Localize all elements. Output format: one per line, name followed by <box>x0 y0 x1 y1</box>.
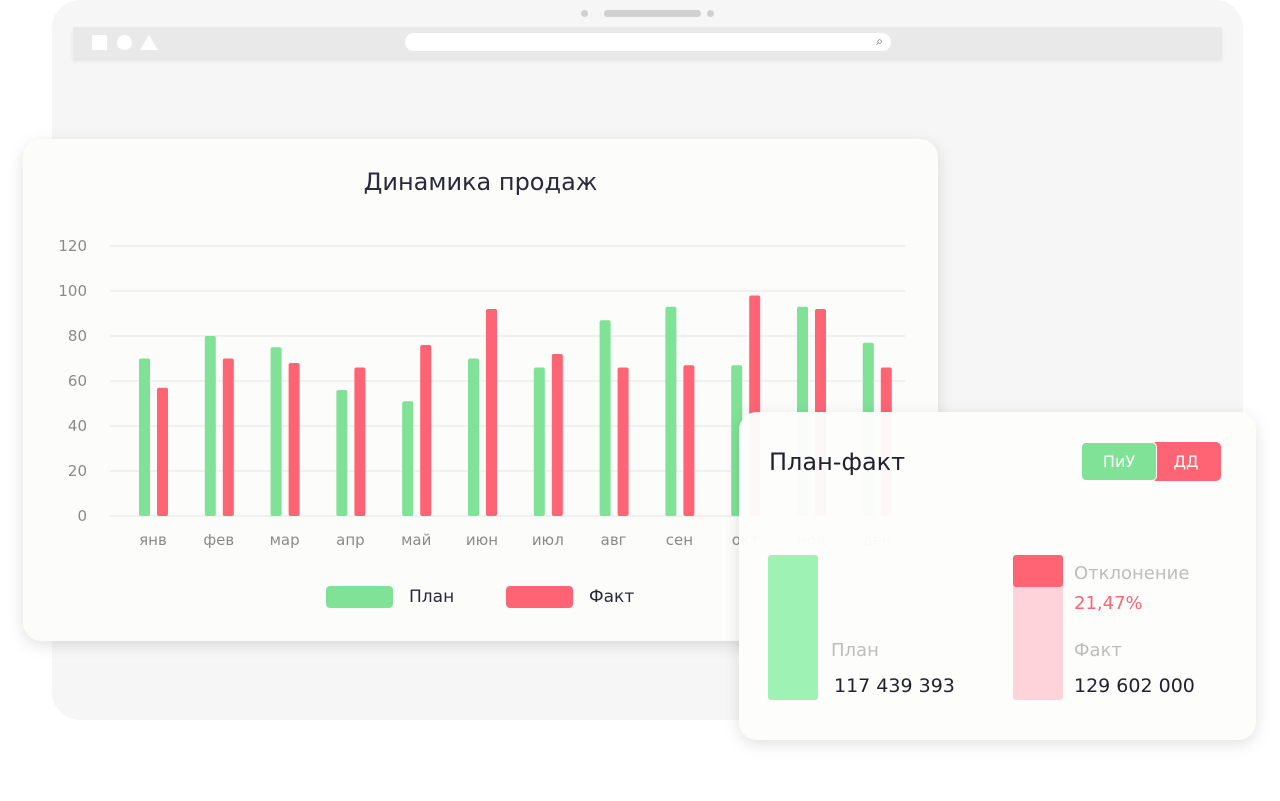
legend-swatch-fact <box>506 586 573 608</box>
x-tick-label: сен <box>666 531 693 549</box>
fact-label: Факт <box>1074 640 1122 661</box>
camera-dot <box>581 10 588 17</box>
legend-fact: Факт <box>506 586 634 608</box>
y-tick-label: 40 <box>68 417 87 435</box>
tab-dd[interactable]: ДД <box>1151 442 1221 481</box>
y-tick-label: 80 <box>68 327 87 345</box>
x-tick-label: май <box>401 531 431 549</box>
search-icon[interactable]: ⌕ <box>876 34 883 48</box>
bar-plan-фев <box>204 336 216 516</box>
x-tick-label: апр <box>336 531 365 549</box>
plan-label: План <box>831 640 879 661</box>
legend-swatch-plan <box>326 586 393 608</box>
circle-icon <box>117 35 132 50</box>
deviation-value: 21,47% <box>1074 593 1143 614</box>
bar-plan-янв <box>139 358 150 516</box>
address-bar[interactable]: ⌕ <box>405 33 891 51</box>
bar-fact-июл <box>551 354 563 516</box>
bar-fact-сен <box>683 365 695 516</box>
y-tick-label: 0 <box>77 507 87 525</box>
bar-plan-апр <box>336 390 348 516</box>
y-tick-label: 60 <box>68 372 87 390</box>
legend-label-plan: План <box>409 587 455 607</box>
bar-fact-май <box>420 345 432 516</box>
bar-fact-апр <box>354 367 366 516</box>
x-tick-label: фев <box>203 531 234 549</box>
x-tick-label: мар <box>270 531 300 549</box>
x-tick-label: июн <box>466 531 498 549</box>
triangle-icon <box>140 35 158 50</box>
plan-fact-title: План-факт <box>769 448 906 476</box>
x-tick-label: июл <box>532 531 564 549</box>
bar-plan-май <box>402 401 414 516</box>
bar-plan-июн <box>468 358 479 516</box>
bar-plan-июл <box>533 367 545 516</box>
bar-plan-авг <box>599 320 611 516</box>
x-tick-label: авг <box>601 531 627 549</box>
tab-piu[interactable]: ПиУ <box>1081 442 1157 481</box>
bar-fact-мар <box>288 363 300 516</box>
y-tick-label: 20 <box>68 462 87 480</box>
plan-bar <box>768 555 818 700</box>
x-tick-label: янв <box>139 531 167 549</box>
fact-value: 129 602 000 <box>1074 675 1195 697</box>
bar-fact-авг <box>617 367 629 516</box>
legend-plan: План <box>326 586 454 608</box>
chart-title: Динамика продаж <box>363 168 598 196</box>
legend-label-fact: Факт <box>589 587 635 607</box>
speaker-bar <box>604 10 701 17</box>
bar-fact-фев <box>222 358 234 516</box>
deviation-bar <box>1013 555 1063 587</box>
bar-plan-мар <box>270 347 282 516</box>
square-icon <box>92 35 107 50</box>
plan-value: 117 439 393 <box>834 675 955 697</box>
deviation-label: Отклонение <box>1074 563 1190 584</box>
y-tick-label: 100 <box>58 282 87 300</box>
sensor-dot <box>707 10 714 17</box>
bar-fact-июн <box>486 309 497 516</box>
bar-fact-янв <box>157 387 168 516</box>
y-tick-label: 120 <box>58 237 87 255</box>
bar-plan-сен <box>665 306 677 516</box>
